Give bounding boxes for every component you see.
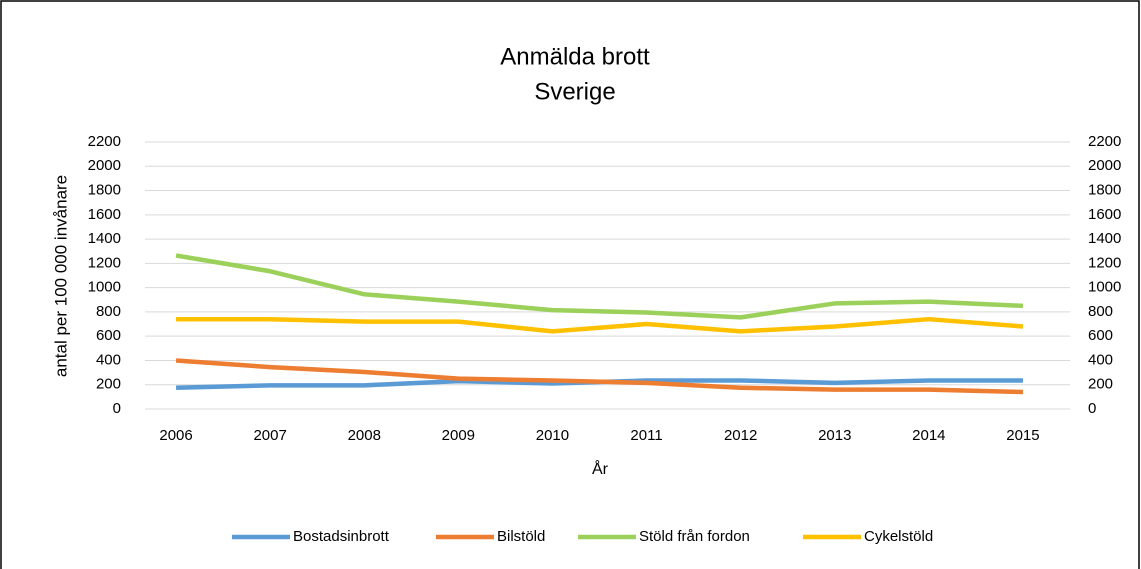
x-tick-label: 2014: [912, 427, 945, 444]
y2-tick-label: 0: [1088, 400, 1096, 417]
chart-title: Anmälda brott: [500, 43, 650, 70]
y-tick-label: 1600: [88, 206, 121, 223]
y-tick-label: 2200: [88, 133, 121, 150]
y-tick-label: 1400: [88, 230, 121, 247]
series-line: [176, 316, 1024, 334]
y2-tick-label: 600: [1088, 327, 1113, 344]
chart-subtitle: Sverige: [534, 78, 615, 105]
series-line: [175, 358, 1024, 395]
y2-tick-label: 2200: [1088, 133, 1121, 150]
x-tick-label: 2008: [348, 427, 381, 444]
y-tick-label: 200: [96, 376, 121, 393]
x-tick-label: 2011: [630, 427, 662, 444]
y-tick-label: 1800: [88, 182, 121, 199]
y2-tick-label: 800: [1088, 303, 1113, 320]
x-tick-label: 2006: [159, 427, 192, 444]
x-tick-label: 2012: [724, 427, 757, 444]
y-tick-label: 2000: [88, 157, 121, 174]
x-tick-label: 2015: [1006, 427, 1039, 444]
y-tick-label: 600: [96, 327, 121, 344]
x-tick-label: 2013: [818, 427, 851, 444]
y-tick-label: 1200: [88, 254, 121, 271]
x-tick-label: 2010: [536, 427, 569, 444]
legend-label: Bostadsinbrott: [293, 528, 390, 545]
y2-tick-label: 1800: [1088, 182, 1121, 199]
y-tick-label: 0: [113, 400, 121, 417]
y2-tick-label: 200: [1088, 376, 1113, 393]
y2-tick-label: 1000: [1088, 279, 1121, 296]
y-tick-label: 1000: [88, 279, 121, 296]
legend-label: Bilstöld: [497, 528, 545, 545]
y-tick-label: 400: [96, 351, 121, 368]
y-tick-label: 800: [96, 303, 121, 320]
x-axis-label: År: [592, 459, 609, 478]
x-tick-label: 2007: [253, 427, 286, 444]
y2-tick-label: 400: [1088, 351, 1113, 368]
y2-tick-label: 1600: [1088, 206, 1121, 223]
y2-tick-label: 1400: [1088, 230, 1121, 247]
legend-label: Stöld från fordon: [639, 528, 750, 545]
legend-label: Cykelstöld: [864, 528, 933, 545]
y2-tick-label: 2000: [1088, 157, 1121, 174]
y-axis-label: antal per 100 000 invånare: [51, 175, 70, 377]
x-tick-label: 2009: [442, 427, 475, 444]
series-line: [175, 253, 1024, 320]
y2-tick-label: 1200: [1088, 254, 1121, 271]
